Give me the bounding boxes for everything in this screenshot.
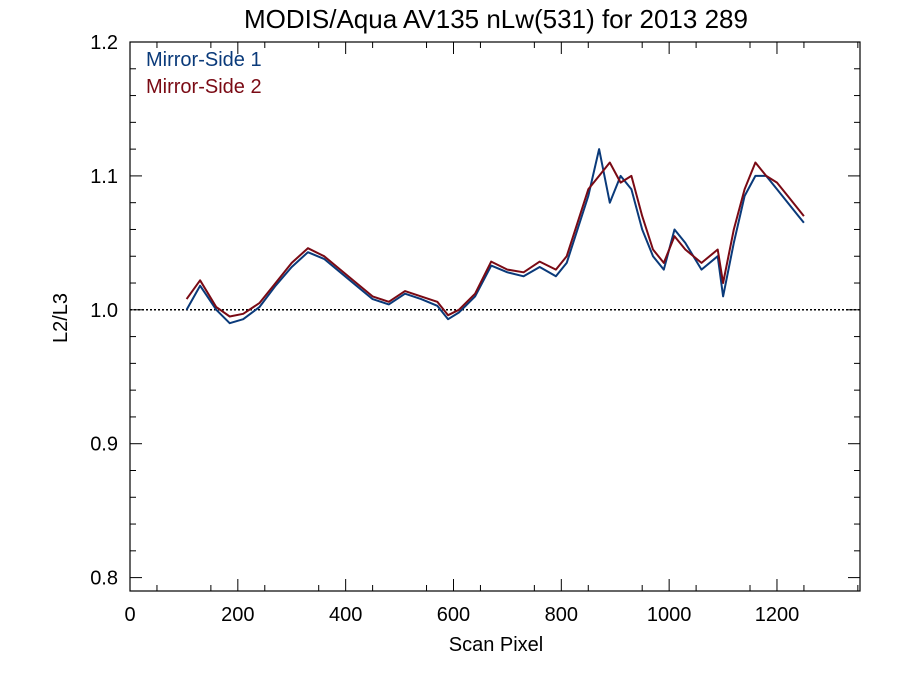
series-line-1 <box>185 148 805 325</box>
y-tick-label: 0.9 <box>90 434 118 456</box>
y-tick-label: 1.1 <box>90 166 118 188</box>
chart-title: MODIS/Aqua AV135 nLw(531) for 2013 289 <box>244 4 748 34</box>
x-tick-label: 600 <box>437 604 470 626</box>
y-tick-label: 1.2 <box>90 32 118 54</box>
plot-frame <box>129 41 861 592</box>
y-tick-label: 1.0 <box>90 300 118 322</box>
legend: Mirror-Side 1 Mirror-Side 2 <box>146 49 262 98</box>
series-line-2 <box>185 161 805 318</box>
x-tick-label: 800 <box>545 604 578 626</box>
legend-entry-1: Mirror-Side 1 <box>146 49 262 71</box>
x-tick-label: 0 <box>124 604 135 626</box>
x-tick-label: 400 <box>329 604 362 626</box>
legend-entry-2: Mirror-Side 2 <box>146 76 262 98</box>
x-axis-label: Scan Pixel <box>449 634 544 656</box>
x-tick-label: 1200 <box>755 604 800 626</box>
axis-ticks: 0 200 400 600 800 1000 1200 0.8 0.9 1.0 1.1 1.2 <box>90 32 860 626</box>
plot-area <box>130 148 860 325</box>
x-tick-label: 1000 <box>647 604 692 626</box>
y-tick-label: 0.8 <box>90 568 118 590</box>
x-tick-label: 200 <box>221 604 254 626</box>
y-axis-label: L2/L3 <box>50 293 72 343</box>
